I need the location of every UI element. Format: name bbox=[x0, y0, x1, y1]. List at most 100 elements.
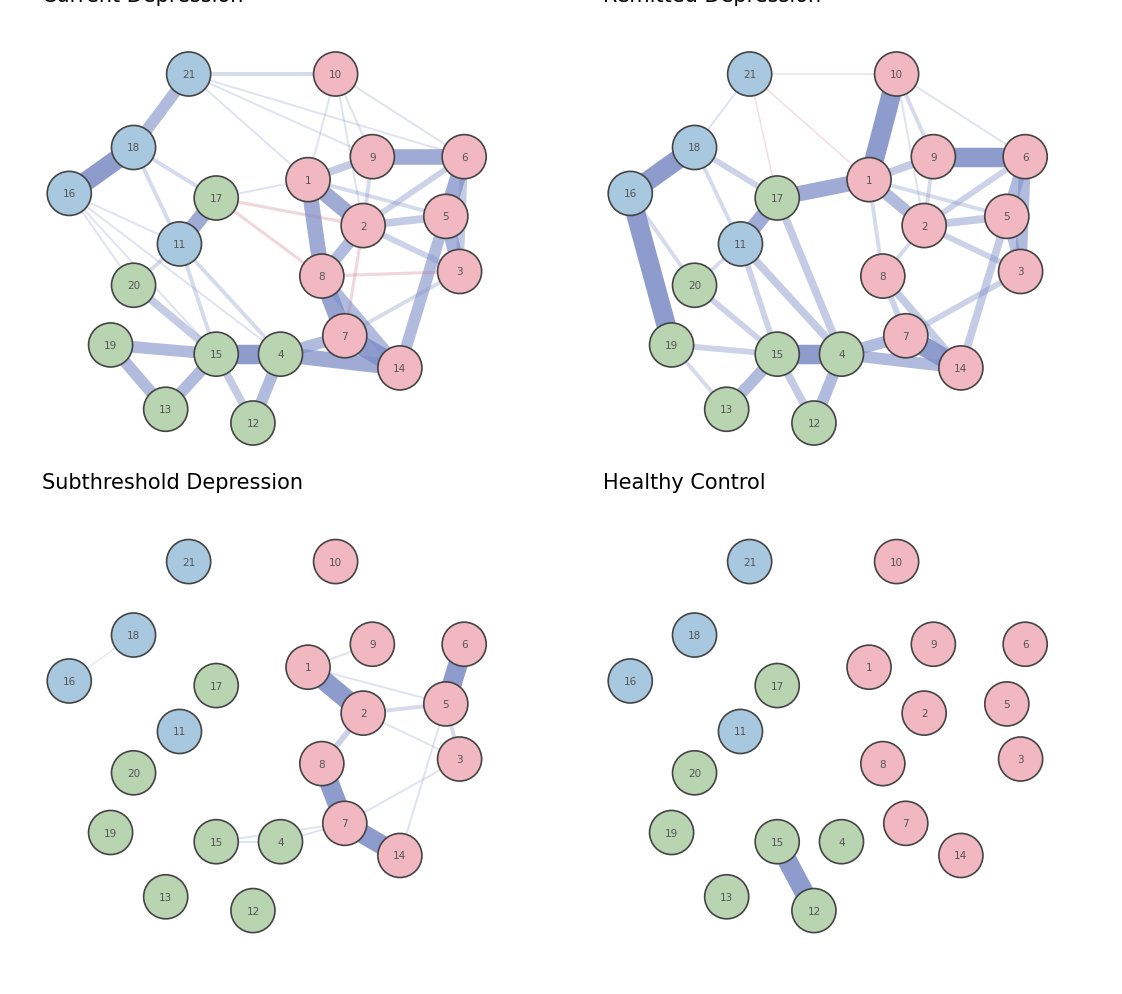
Circle shape bbox=[194, 177, 238, 221]
Circle shape bbox=[999, 250, 1042, 294]
Circle shape bbox=[194, 820, 238, 864]
Circle shape bbox=[755, 333, 799, 377]
Circle shape bbox=[194, 333, 238, 377]
Circle shape bbox=[378, 834, 422, 878]
Circle shape bbox=[313, 53, 358, 97]
Text: 4: 4 bbox=[838, 350, 845, 360]
Text: 4: 4 bbox=[277, 837, 284, 847]
Circle shape bbox=[111, 126, 156, 170]
Circle shape bbox=[718, 223, 763, 266]
Text: 13: 13 bbox=[720, 892, 734, 902]
Circle shape bbox=[861, 742, 904, 786]
Text: 10: 10 bbox=[890, 557, 903, 567]
Circle shape bbox=[300, 254, 343, 299]
Circle shape bbox=[884, 801, 928, 846]
Text: 5: 5 bbox=[442, 699, 449, 709]
Text: 6: 6 bbox=[461, 639, 468, 649]
Text: 1: 1 bbox=[866, 663, 873, 673]
Text: 6: 6 bbox=[1022, 152, 1029, 162]
Text: 8: 8 bbox=[880, 271, 886, 281]
Circle shape bbox=[286, 645, 330, 690]
Circle shape bbox=[755, 820, 799, 864]
Text: 20: 20 bbox=[688, 768, 701, 778]
Text: 6: 6 bbox=[461, 152, 468, 162]
Circle shape bbox=[985, 195, 1029, 240]
Circle shape bbox=[47, 172, 91, 217]
Text: 5: 5 bbox=[1003, 699, 1010, 709]
Circle shape bbox=[323, 314, 367, 359]
Circle shape bbox=[258, 333, 303, 377]
Text: 5: 5 bbox=[442, 212, 449, 222]
Text: 14: 14 bbox=[394, 364, 406, 374]
Circle shape bbox=[939, 834, 983, 878]
Circle shape bbox=[47, 659, 91, 704]
Circle shape bbox=[442, 135, 486, 180]
Text: 20: 20 bbox=[127, 281, 140, 291]
Text: Remitted Depression: Remitted Depression bbox=[603, 0, 821, 6]
Circle shape bbox=[144, 388, 187, 431]
Text: 14: 14 bbox=[394, 851, 406, 861]
Text: 10: 10 bbox=[329, 557, 342, 567]
Text: 3: 3 bbox=[457, 754, 463, 764]
Circle shape bbox=[755, 664, 799, 708]
Text: 18: 18 bbox=[127, 630, 140, 640]
Circle shape bbox=[999, 738, 1042, 781]
Circle shape bbox=[874, 53, 919, 97]
Text: 16: 16 bbox=[624, 189, 637, 199]
Circle shape bbox=[157, 223, 202, 266]
Circle shape bbox=[874, 540, 919, 584]
Text: 20: 20 bbox=[127, 768, 140, 778]
Circle shape bbox=[166, 540, 211, 584]
Text: 21: 21 bbox=[743, 557, 756, 567]
Text: 19: 19 bbox=[665, 341, 678, 351]
Circle shape bbox=[89, 811, 132, 855]
Text: 16: 16 bbox=[63, 676, 76, 686]
Text: 11: 11 bbox=[734, 727, 747, 737]
Text: 11: 11 bbox=[173, 240, 186, 249]
Text: 7: 7 bbox=[341, 818, 348, 828]
Text: 1: 1 bbox=[866, 176, 873, 186]
Circle shape bbox=[166, 53, 211, 97]
Text: 9: 9 bbox=[369, 152, 376, 162]
Text: 8: 8 bbox=[880, 758, 886, 768]
Circle shape bbox=[718, 710, 763, 753]
Text: 17: 17 bbox=[210, 194, 223, 204]
Circle shape bbox=[300, 742, 343, 786]
Circle shape bbox=[705, 875, 748, 918]
Text: 15: 15 bbox=[210, 837, 223, 847]
Text: 8: 8 bbox=[319, 758, 325, 768]
Text: 7: 7 bbox=[341, 331, 348, 341]
Circle shape bbox=[672, 751, 717, 795]
Circle shape bbox=[727, 53, 772, 97]
Text: 3: 3 bbox=[1018, 754, 1024, 764]
Text: 14: 14 bbox=[955, 364, 967, 374]
Circle shape bbox=[608, 659, 652, 704]
Text: 20: 20 bbox=[688, 281, 701, 291]
Circle shape bbox=[231, 889, 275, 932]
Text: 10: 10 bbox=[329, 70, 342, 80]
Circle shape bbox=[672, 126, 717, 170]
Circle shape bbox=[902, 205, 946, 248]
Text: 16: 16 bbox=[624, 676, 637, 686]
Circle shape bbox=[755, 177, 799, 221]
Circle shape bbox=[847, 645, 891, 690]
Text: 13: 13 bbox=[159, 405, 173, 414]
Circle shape bbox=[341, 692, 385, 736]
Text: 10: 10 bbox=[890, 70, 903, 80]
Text: 15: 15 bbox=[771, 350, 784, 360]
Circle shape bbox=[442, 622, 486, 667]
Text: 6: 6 bbox=[1022, 639, 1029, 649]
Text: 19: 19 bbox=[665, 828, 678, 838]
Text: 19: 19 bbox=[104, 828, 117, 838]
Circle shape bbox=[424, 682, 468, 727]
Text: 9: 9 bbox=[930, 639, 937, 649]
Text: 12: 12 bbox=[808, 906, 820, 915]
Circle shape bbox=[650, 811, 693, 855]
Circle shape bbox=[378, 347, 422, 391]
Circle shape bbox=[258, 820, 303, 864]
Text: 14: 14 bbox=[955, 851, 967, 861]
Text: 4: 4 bbox=[277, 350, 284, 360]
Circle shape bbox=[111, 264, 156, 308]
Circle shape bbox=[705, 388, 748, 431]
Text: 5: 5 bbox=[1003, 212, 1010, 222]
